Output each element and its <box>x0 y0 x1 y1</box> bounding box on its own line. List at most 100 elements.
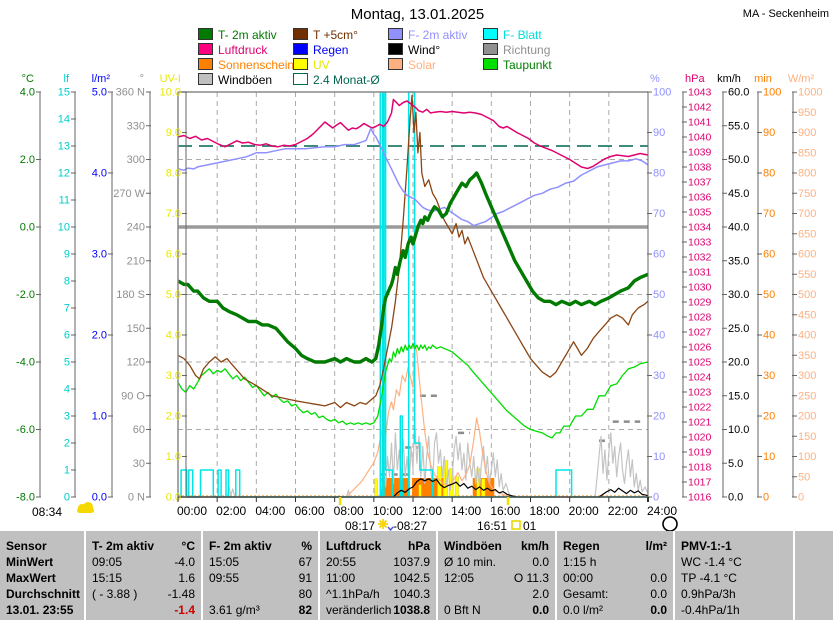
axis-label: -2.0 <box>16 289 35 301</box>
axis-label: 800 <box>798 168 816 180</box>
time-left-label: 08:34 <box>32 505 62 519</box>
axis-label: 750 <box>798 188 816 200</box>
table-col-pmv-1-1: PMV-1:-1 WC -1.4 °C TP -4.1 °C 0.9hPa/3h -0.… <box>675 531 793 620</box>
axis-unit-label: % <box>650 73 660 85</box>
time-label: 02:00 <box>216 504 246 518</box>
axis-label: 0 <box>653 492 659 504</box>
axis-unit-label: lf <box>64 73 70 85</box>
table-row-label: 13.01. 23:55 <box>6 603 74 617</box>
axis-label: 90 O <box>121 390 145 402</box>
legend-color-box <box>293 28 308 40</box>
legend-label: Richtung <box>503 43 551 57</box>
axis-label: 30 <box>653 370 665 382</box>
legend-color-box <box>293 73 308 85</box>
table-col-unit: °C <box>181 539 195 553</box>
legend-label: F- Blatt <box>503 28 542 42</box>
axis-kmh: 0.0 5.0 10.0 15.0 20.0 25.0 30.0 35.0 40.0 45.0 50… <box>717 73 749 504</box>
time-label: 12:00 <box>412 504 442 518</box>
axis-label: 150 <box>798 431 816 443</box>
station-label: MA - Seckenheim <box>742 8 829 20</box>
axis-label: 20 <box>763 411 775 423</box>
axis-label: 1022 <box>688 402 712 414</box>
table-row-label: MinWert <box>6 555 54 569</box>
axis-label: 35.0 <box>728 255 749 267</box>
chart-legend: T- 2m aktiv Luftdruck Sonnenschein Windböen… <box>0 0 835 90</box>
table-col-header: T- 2m aktiv <box>92 539 155 553</box>
axis-label: 0 N <box>128 492 145 504</box>
table-cell-value: 1037.9 <box>393 555 430 569</box>
axis-label: 500 <box>798 289 816 301</box>
axis-dir: 0 N 30 60 90 O 120 150 180 S 210 240 270 W 300 330 3… <box>113 73 151 504</box>
axis-label: 1023 <box>688 387 712 399</box>
axis-label: 240 <box>127 222 145 234</box>
legend-item-uv: UV <box>293 58 330 72</box>
axis-label: 1032 <box>688 252 712 264</box>
axis-label: 330 <box>127 120 145 132</box>
table-cell-label: 15:15 <box>92 571 123 585</box>
time-label: 18:00 <box>529 504 559 518</box>
axis-unit-label: l/m² <box>92 73 111 85</box>
axis-label: 150 <box>127 323 145 335</box>
legend-color-box <box>293 58 308 70</box>
axis-label: 4 <box>64 384 70 396</box>
axis-wm2: 0 50 100 150 200 250 300 350 400 450 500 550 600 650 7… <box>788 73 823 504</box>
axis-label: 50 <box>763 289 775 301</box>
axis-label: 2.0 <box>92 330 107 342</box>
table-cell-label: 20:55 <box>326 555 357 569</box>
table-col-t-2m-aktiv: T- 2m aktiv °C 09:05 -4.0 15:15 1.6 ( - 3.88 )… <box>86 531 201 620</box>
axis-label: 850 <box>798 147 816 159</box>
table-cell-label: ^1.1hPa/h <box>326 587 380 601</box>
legend-color-box <box>198 28 213 40</box>
time-label: 10:00 <box>373 504 403 518</box>
axis-label: 40 <box>653 330 665 342</box>
axis-label: 14 <box>58 114 70 126</box>
axis-label: 90 <box>763 127 775 139</box>
table-col-unit: l/m² <box>645 539 667 553</box>
table-col-unit: km/h <box>520 539 549 553</box>
axis-label: 10.0 <box>728 424 749 436</box>
axis-label: 550 <box>798 269 816 281</box>
axis-uv: 0.0 1.0 2.0 3.0 4.0 5.0 6.0 7.0 8.0 9.0 10.0 UV-I <box>160 73 187 504</box>
time-label: 06:00 <box>294 504 324 518</box>
series-luftdruck <box>177 98 649 170</box>
axis-label: 80 <box>653 168 665 180</box>
legend-label: Windböen <box>218 73 273 87</box>
axis-label: 270 W <box>113 188 145 200</box>
arrow-down-icon <box>387 526 394 532</box>
legend-color-box <box>483 58 498 70</box>
table-cell-value: 1.6 <box>178 571 195 585</box>
axis-label: 20.0 <box>728 357 749 369</box>
axis-temp: -8.0 -6.0 -4.0 -2.0 0.0 2.0 4.0 °C <box>16 73 41 504</box>
axis-label: 1019 <box>688 447 712 459</box>
axis-label: 80 <box>763 168 775 180</box>
axis-label: 3 <box>64 411 70 423</box>
table-cell-value: O 11.3 <box>513 571 549 585</box>
time-label: 20:00 <box>569 504 599 518</box>
axis-label: 8.0 <box>166 168 181 180</box>
series-solar <box>178 342 648 498</box>
legend-color-box <box>198 73 213 85</box>
table-col-header: F- 2m aktiv <box>209 539 272 553</box>
legend-item-f-blatt: F- Blatt <box>483 28 542 42</box>
sun-window-end: -08:27 <box>393 519 427 533</box>
legend-item-sonnenschein: Sonnenschein <box>198 58 294 72</box>
axis-label: 650 <box>798 228 816 240</box>
table-col-windb-en: Windböen km/h Ø 10 min. 0.0 12:05 O 11.3 2.0 0 … <box>438 531 555 620</box>
axis-label: -6.0 <box>16 424 35 436</box>
time-label: 16:00 <box>490 504 520 518</box>
axis-label: 10.0 <box>160 87 181 99</box>
table-cell-value: 0.0 <box>650 603 667 617</box>
table-col-unit: % <box>301 539 312 553</box>
table-cell-value: -4.0 <box>174 555 195 569</box>
axis-label: 70 <box>763 208 775 220</box>
legend-color-box <box>388 58 403 70</box>
table-cell-label: WC -1.4 °C <box>681 555 742 569</box>
legend-color-box <box>293 43 308 55</box>
axis-unit-label: ° <box>140 73 144 85</box>
sunset-time: 16:51 <box>477 519 507 533</box>
axis-label: 60 <box>653 249 665 261</box>
axis-label: 1028 <box>688 312 712 324</box>
axis-unit-label: W/m² <box>788 73 815 85</box>
axis-label: 12 <box>58 168 70 180</box>
table-cell-label: TP -4.1 °C <box>681 571 737 585</box>
